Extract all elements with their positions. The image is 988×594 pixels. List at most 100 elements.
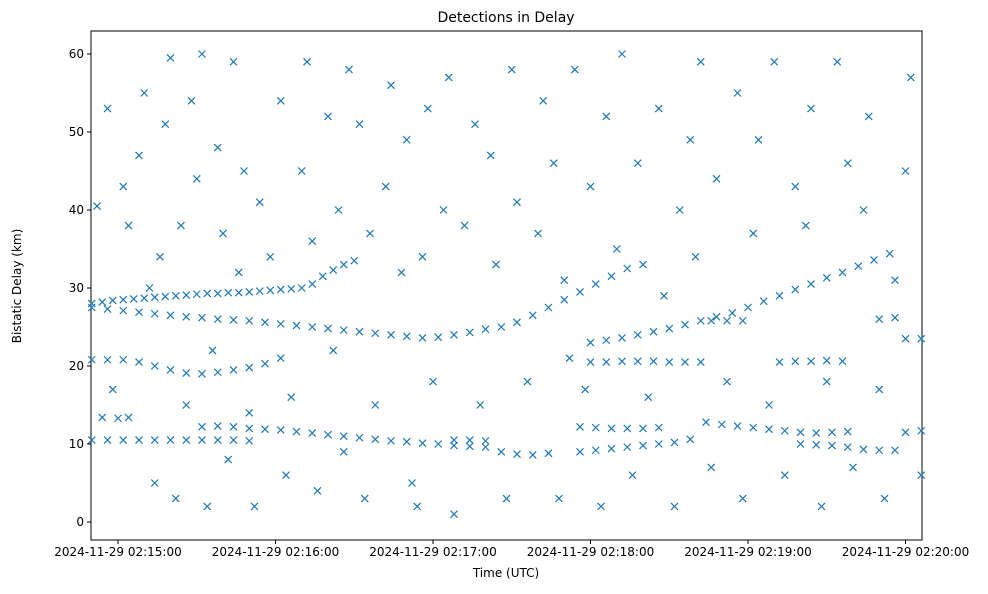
data-point — [213, 436, 222, 445]
data-point — [581, 385, 590, 394]
data-point — [276, 319, 285, 328]
data-point — [565, 354, 574, 363]
data-point — [481, 436, 490, 445]
data-point — [780, 471, 789, 480]
data-point — [171, 494, 180, 503]
x-tick-label: 2024-11-29 02:20:00 — [842, 545, 969, 559]
data-point — [255, 287, 264, 296]
data-point — [245, 287, 254, 296]
data-point — [906, 73, 915, 82]
data-point — [576, 287, 584, 296]
data-point — [103, 104, 112, 113]
data-point — [245, 316, 254, 325]
data-point — [213, 368, 222, 377]
data-point — [591, 280, 600, 289]
data-point — [864, 112, 873, 121]
data-point — [660, 291, 668, 300]
data-point — [560, 276, 569, 285]
data-point — [828, 441, 836, 450]
data-point — [429, 377, 437, 386]
data-point — [276, 285, 285, 294]
data-point — [639, 424, 647, 433]
data-point — [192, 290, 201, 299]
data-point — [576, 422, 584, 431]
data-point — [203, 502, 212, 511]
data-point — [791, 357, 800, 366]
data-point — [796, 440, 805, 448]
data-point — [843, 443, 852, 452]
data-point — [114, 414, 122, 423]
data-point — [287, 393, 296, 402]
data-point — [450, 330, 458, 339]
x-tick-label: 2024-11-29 02:17:00 — [369, 545, 496, 559]
data-point — [618, 357, 626, 366]
data-point — [796, 428, 805, 437]
data-point — [150, 362, 159, 370]
data-point — [213, 422, 222, 430]
data-point — [917, 334, 926, 343]
data-point — [822, 377, 831, 386]
data-point — [597, 502, 605, 511]
data-point — [276, 96, 285, 105]
data-point — [135, 151, 143, 160]
data-point — [681, 358, 689, 367]
y-tick-label: 50 — [69, 125, 84, 139]
data-point — [308, 280, 317, 289]
y-tick-label: 0 — [76, 515, 84, 529]
data-point — [822, 273, 831, 282]
data-point — [229, 365, 238, 374]
data-point — [261, 359, 269, 368]
data-point — [633, 357, 642, 366]
data-point — [245, 408, 254, 417]
data-point — [891, 313, 899, 322]
data-point — [161, 292, 170, 301]
data-point — [87, 436, 96, 445]
data-point — [465, 442, 474, 451]
data-point — [644, 393, 653, 402]
data-point — [124, 221, 133, 230]
data-point — [623, 443, 632, 452]
data-point — [434, 333, 443, 342]
data-point — [665, 324, 674, 333]
data-point — [140, 89, 149, 97]
data-point — [891, 446, 899, 455]
y-axis-ticks: 0 10 20 30 40 50 60 — [69, 47, 91, 529]
data-point — [523, 377, 532, 386]
data-point — [213, 315, 222, 324]
data-point — [324, 430, 332, 439]
data-point — [833, 57, 842, 66]
data-point — [234, 288, 243, 297]
data-point — [486, 151, 495, 160]
data-point — [765, 401, 773, 409]
data-point — [324, 112, 332, 121]
data-point — [812, 429, 821, 438]
data-point — [465, 328, 474, 337]
data-point — [303, 57, 311, 66]
data-point — [355, 120, 364, 129]
x-tick-label: 2024-11-29 02:19:00 — [684, 545, 811, 559]
data-point — [350, 256, 359, 265]
data-point — [654, 423, 663, 432]
data-point — [276, 354, 285, 363]
data-point — [691, 252, 700, 261]
data-point — [696, 316, 705, 325]
data-point — [738, 316, 747, 325]
data-point — [733, 89, 742, 97]
data-point — [675, 206, 684, 214]
data-point — [213, 289, 222, 298]
data-point — [103, 355, 112, 364]
data-point — [639, 441, 647, 450]
data-point — [812, 440, 821, 449]
data-point — [497, 323, 506, 331]
data-point — [324, 324, 332, 333]
data-point — [649, 327, 658, 336]
data-point — [219, 229, 227, 238]
data-point — [308, 237, 317, 246]
data-point — [87, 355, 96, 364]
data-point — [738, 494, 747, 503]
data-point — [870, 255, 878, 264]
data-point — [266, 286, 275, 295]
data-point — [166, 311, 175, 320]
data-point — [576, 447, 584, 456]
